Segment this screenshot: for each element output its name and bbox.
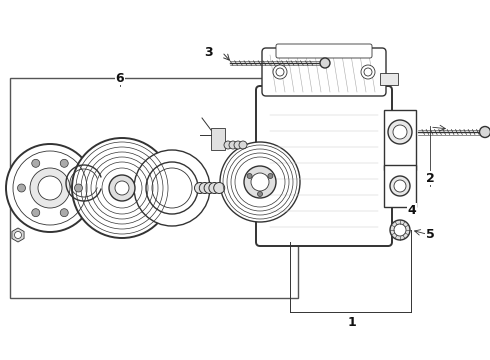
Circle shape — [60, 209, 68, 217]
Circle shape — [209, 183, 220, 194]
Circle shape — [239, 141, 247, 149]
Circle shape — [74, 184, 82, 192]
Circle shape — [393, 125, 407, 139]
Circle shape — [273, 65, 287, 79]
Circle shape — [480, 126, 490, 138]
Circle shape — [394, 180, 406, 192]
Circle shape — [268, 174, 273, 179]
Bar — [211, 128, 225, 150]
Bar — [10, 78, 298, 298]
Circle shape — [72, 138, 172, 238]
Text: 3: 3 — [204, 45, 212, 59]
Circle shape — [115, 181, 129, 195]
Circle shape — [244, 166, 276, 198]
Text: 6: 6 — [116, 72, 124, 85]
FancyBboxPatch shape — [262, 48, 386, 96]
Circle shape — [60, 159, 68, 167]
FancyBboxPatch shape — [256, 86, 392, 246]
Circle shape — [247, 174, 252, 179]
Circle shape — [276, 68, 284, 76]
Circle shape — [214, 183, 225, 194]
Text: 5: 5 — [426, 229, 434, 242]
Circle shape — [199, 183, 210, 194]
Circle shape — [224, 141, 232, 149]
Bar — [380, 73, 398, 85]
Polygon shape — [12, 228, 24, 242]
Circle shape — [361, 65, 375, 79]
Circle shape — [364, 68, 372, 76]
Circle shape — [32, 209, 40, 217]
Circle shape — [30, 168, 70, 208]
Circle shape — [220, 142, 300, 222]
Circle shape — [146, 162, 198, 214]
Circle shape — [6, 144, 94, 232]
Circle shape — [258, 192, 263, 197]
Text: 1: 1 — [347, 315, 356, 328]
Circle shape — [204, 183, 215, 194]
Circle shape — [251, 173, 269, 191]
FancyBboxPatch shape — [276, 44, 372, 58]
Circle shape — [195, 183, 205, 194]
Circle shape — [390, 220, 410, 240]
Circle shape — [394, 224, 406, 236]
Text: 2: 2 — [426, 171, 434, 185]
Text: 4: 4 — [408, 203, 416, 216]
Circle shape — [109, 175, 135, 201]
Circle shape — [134, 150, 210, 226]
Circle shape — [390, 176, 410, 196]
Circle shape — [229, 141, 237, 149]
Circle shape — [18, 184, 25, 192]
Bar — [384, 165, 416, 207]
Circle shape — [38, 176, 62, 200]
Circle shape — [388, 120, 412, 144]
Circle shape — [234, 141, 242, 149]
Bar — [384, 110, 416, 170]
Circle shape — [32, 159, 40, 167]
Circle shape — [320, 58, 330, 68]
Circle shape — [15, 231, 22, 239]
